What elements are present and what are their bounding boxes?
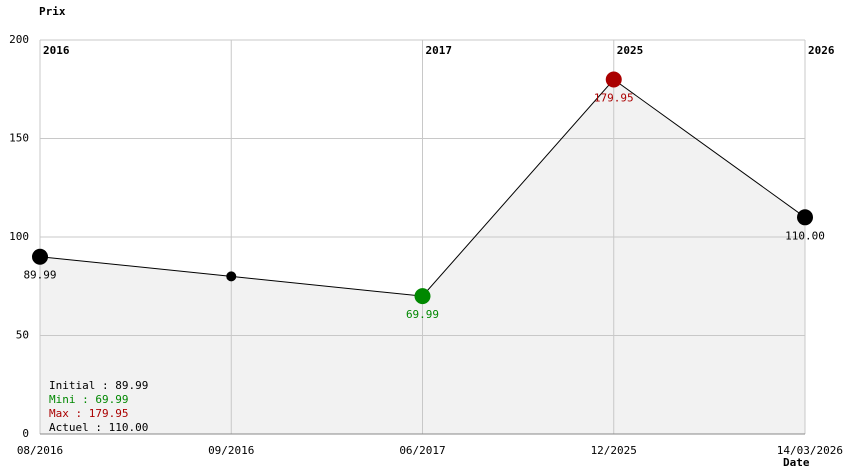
data-label: 69.99 (406, 308, 439, 321)
y-tick-label: 0 (22, 427, 29, 440)
x-tick-label: 12/2025 (591, 444, 637, 457)
year-label: 2016 (43, 44, 70, 57)
summary-line: Initial : 89.99 (49, 379, 148, 392)
summary-line: Actuel : 110.00 (49, 421, 148, 434)
year-label: 2017 (426, 44, 453, 57)
data-label: 110.00 (785, 229, 825, 242)
data-label: 89.99 (23, 269, 56, 282)
y-tick-label: 150 (9, 132, 29, 145)
x-tick-label: 09/2016 (208, 444, 254, 457)
year-label: 2025 (617, 44, 644, 57)
data-point (797, 209, 813, 226)
y-axis-title: Prix (39, 5, 66, 18)
data-label: 179.95 (594, 91, 634, 104)
data-point (414, 288, 431, 305)
data-point (226, 271, 237, 282)
x-tick-label: 08/2016 (17, 444, 63, 457)
summary-line: Max : 179.95 (49, 407, 128, 420)
x-tick-label: 06/2017 (399, 444, 445, 457)
y-tick-label: 50 (16, 329, 29, 342)
x-axis-title: Date (783, 456, 810, 469)
y-tick-label: 200 (9, 33, 29, 46)
summary-line: Mini : 69.99 (49, 393, 128, 406)
data-point (605, 71, 622, 88)
year-label: 2026 (808, 44, 835, 57)
x-tick-label: 14/03/2026 (777, 444, 843, 457)
data-point (32, 248, 48, 265)
y-tick-label: 100 (9, 230, 29, 243)
